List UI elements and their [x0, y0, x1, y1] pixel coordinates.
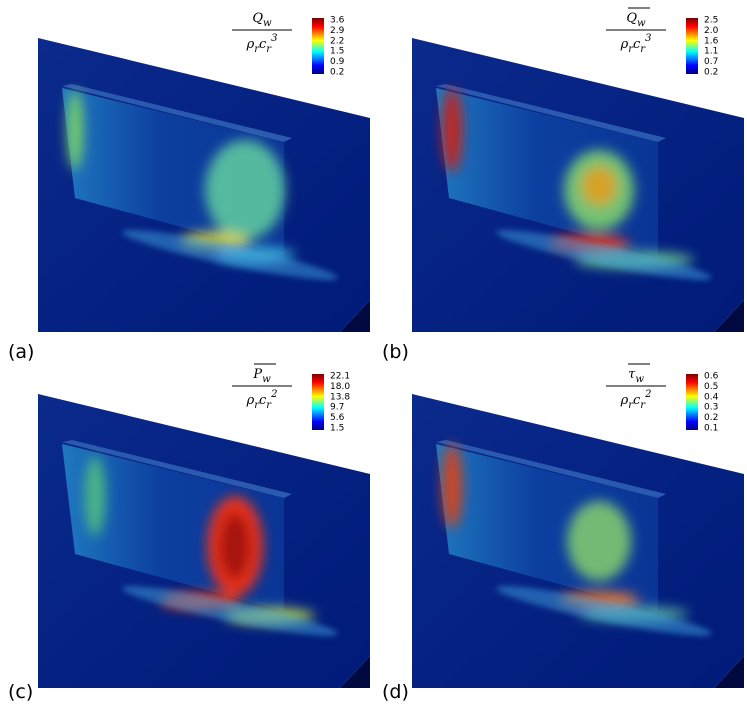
colorbar-tick-label: 0.1 [704, 424, 718, 434]
colorbar-tick-label: 2.0 [704, 26, 719, 36]
colorbar-tick-label: 3.6 [330, 16, 345, 26]
panel-label: (c) [8, 681, 33, 703]
contours [85, 456, 315, 624]
subscript: w [263, 18, 272, 29]
denominator: ρrcr3 [246, 33, 278, 55]
colorbar-tick-label: 0.7 [704, 57, 718, 67]
subscript: r [628, 400, 634, 411]
symbol: Q [252, 11, 263, 26]
symbol: P [252, 367, 262, 382]
contour-spot [442, 88, 462, 172]
colorbar-tick-label: 0.6 [704, 372, 719, 382]
subscript: w [637, 18, 646, 29]
numerator: Qw [626, 11, 646, 29]
colorbar-tick-label: 5.6 [330, 413, 345, 423]
colorbar-tick-label: 1.5 [330, 47, 344, 57]
side-block [714, 656, 744, 688]
contour-spot [67, 90, 83, 170]
c: c [259, 37, 267, 52]
rho: ρ [246, 393, 255, 408]
colorbar [686, 18, 698, 74]
contour-spot [205, 140, 285, 240]
colorbar-tick-label: 0.3 [704, 403, 718, 413]
panel-label: (b) [382, 341, 409, 363]
subscript: r [640, 44, 646, 55]
subscript: r [266, 44, 272, 55]
panel-label: (a) [8, 341, 34, 363]
wake [122, 230, 338, 280]
rho: ρ [620, 37, 629, 52]
subscript: w [262, 374, 271, 385]
subscript: r [266, 400, 272, 411]
power: 2 [644, 389, 651, 400]
colorbar-tick-label: 2.9 [330, 26, 345, 36]
colorbar-tick-label: 22.1 [330, 372, 350, 382]
wake [122, 586, 338, 636]
power: 2 [270, 389, 277, 400]
side-block [340, 300, 370, 332]
colorbar-tick-label: 2.5 [704, 16, 718, 26]
colorbar-tick-label: 1.6 [704, 36, 719, 46]
panel-label: (d) [382, 681, 409, 703]
rho: ρ [246, 37, 255, 52]
contour-spot [219, 512, 251, 580]
wake [496, 230, 712, 280]
contour-spot [581, 166, 617, 206]
colorbar-tick-label: 1.5 [330, 424, 344, 434]
subscript: r [640, 400, 646, 411]
contour-spot [442, 444, 462, 528]
subscript: r [254, 400, 260, 411]
colorbar-tick-label: 0.2 [704, 413, 718, 423]
contour-spot [567, 501, 631, 581]
contour-spot [85, 456, 105, 536]
colorbar [312, 18, 324, 74]
c: c [259, 393, 267, 408]
symbol: Q [626, 11, 637, 26]
power: 3 [645, 33, 651, 44]
denominator: ρrcr2 [246, 389, 278, 411]
wake [496, 586, 712, 636]
side-block [340, 656, 370, 688]
colorbar [312, 374, 324, 430]
numerator: Qw [252, 11, 272, 29]
symbol: τ [628, 367, 636, 382]
colorbar-tick-label: 9.7 [330, 403, 344, 413]
denominator: ρrcr2 [620, 389, 652, 411]
side-block [714, 300, 744, 332]
subscript: r [254, 44, 260, 55]
c: c [633, 393, 641, 408]
colorbar-tick-label: 0.5 [704, 382, 718, 392]
power: 3 [271, 33, 277, 44]
subscript: r [628, 44, 634, 55]
numerator: Pw [252, 367, 271, 385]
subscript: w [635, 374, 644, 385]
slab-top [62, 440, 292, 498]
slab-top [436, 84, 666, 142]
slab-top [436, 440, 666, 498]
colorbar-tick-label: 0.4 [704, 392, 719, 402]
numerator: τw [628, 367, 644, 385]
colorbar-tick-label: 18.0 [330, 382, 350, 392]
colorbar-tick-label: 1.1 [704, 47, 718, 57]
c: c [633, 37, 641, 52]
colorbar-tick-label: 13.8 [330, 392, 350, 402]
colorbar-tick-label: 2.2 [330, 36, 344, 46]
denominator: ρrcr3 [620, 33, 652, 55]
colorbar [686, 374, 698, 430]
colorbar-tick-label: 0.9 [330, 57, 345, 67]
colorbar-tick-label: 0.2 [330, 68, 344, 78]
colorbar-tick-label: 0.2 [704, 68, 718, 78]
rho: ρ [620, 393, 629, 408]
slab-top [62, 84, 292, 142]
